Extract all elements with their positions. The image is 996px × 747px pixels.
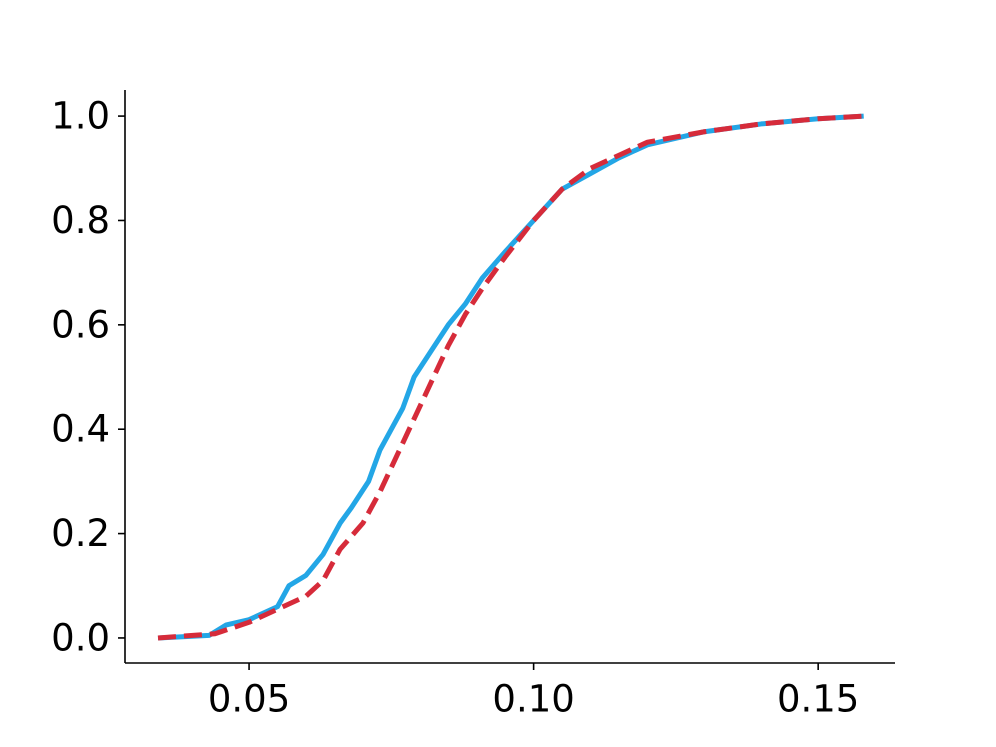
series-line — [157, 113, 864, 641]
y-tick-label: 0.4 — [51, 408, 110, 451]
y-tick-label: 0.2 — [51, 512, 110, 555]
y-tick-label: 0.8 — [51, 199, 110, 242]
y-tick-label: 0.0 — [51, 616, 110, 659]
x-tick-label: 0.10 — [492, 678, 574, 721]
y-tick-label: 1.0 — [51, 95, 110, 138]
y-tick-label: 0.6 — [51, 303, 110, 346]
x-tick-label: 0.05 — [208, 678, 290, 721]
series-line — [157, 113, 864, 641]
x-tick-label: 0.15 — [777, 678, 859, 721]
